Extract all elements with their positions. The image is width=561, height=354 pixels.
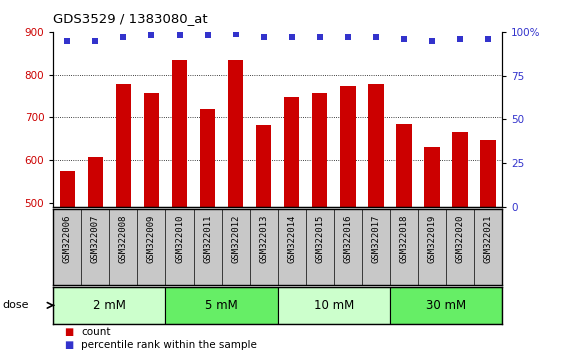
Point [456,36,465,42]
Bar [424,147,440,207]
Text: GSM322007: GSM322007 [91,215,100,263]
Point [175,33,184,38]
Bar [368,84,384,207]
Point [427,38,436,44]
Text: GSM322009: GSM322009 [147,215,156,263]
Text: GSM322013: GSM322013 [259,215,268,263]
Bar [284,97,300,207]
Point [119,34,128,40]
Text: GSM322019: GSM322019 [427,215,436,263]
Bar [390,287,502,324]
Text: GSM322021: GSM322021 [484,215,493,263]
Text: GSM322012: GSM322012 [231,215,240,263]
Bar [256,125,272,207]
Point [63,38,72,44]
Text: GSM322010: GSM322010 [175,215,184,263]
Text: GSM322008: GSM322008 [119,215,128,263]
Bar [88,157,103,207]
Bar [172,61,187,207]
Bar [228,61,243,207]
Bar [200,109,215,207]
Bar [278,287,390,324]
Text: GSM322011: GSM322011 [203,215,212,263]
Text: 5 mM: 5 mM [205,299,238,312]
Text: GSM322018: GSM322018 [399,215,408,263]
Bar [53,287,165,324]
Bar [144,93,159,207]
Point [91,38,100,44]
Text: count: count [81,327,111,337]
Point [231,31,240,36]
Point [315,34,324,40]
Text: 30 mM: 30 mM [426,299,466,312]
Bar [452,132,468,207]
Text: GDS3529 / 1383080_at: GDS3529 / 1383080_at [53,12,208,25]
Point [287,34,296,40]
Point [203,33,212,38]
Text: dose: dose [3,300,29,310]
Point [484,36,493,42]
Text: percentile rank within the sample: percentile rank within the sample [81,340,257,350]
Point [259,34,268,40]
Bar [480,139,496,207]
Bar [396,124,412,207]
Text: 10 mM: 10 mM [314,299,354,312]
Bar [340,86,356,207]
Text: GSM322016: GSM322016 [343,215,352,263]
Text: GSM322020: GSM322020 [456,215,465,263]
Bar [116,84,131,207]
Bar [312,92,328,207]
Text: GSM322015: GSM322015 [315,215,324,263]
Text: ■: ■ [65,327,73,337]
Bar [165,287,278,324]
Text: GSM322014: GSM322014 [287,215,296,263]
Text: GSM322017: GSM322017 [371,215,380,263]
Point [371,34,380,40]
Text: GSM322006: GSM322006 [63,215,72,263]
Point [399,36,408,42]
Text: ■: ■ [65,340,73,350]
Point [343,34,352,40]
Bar [59,171,75,207]
Text: 2 mM: 2 mM [93,299,126,312]
Point [147,33,156,38]
